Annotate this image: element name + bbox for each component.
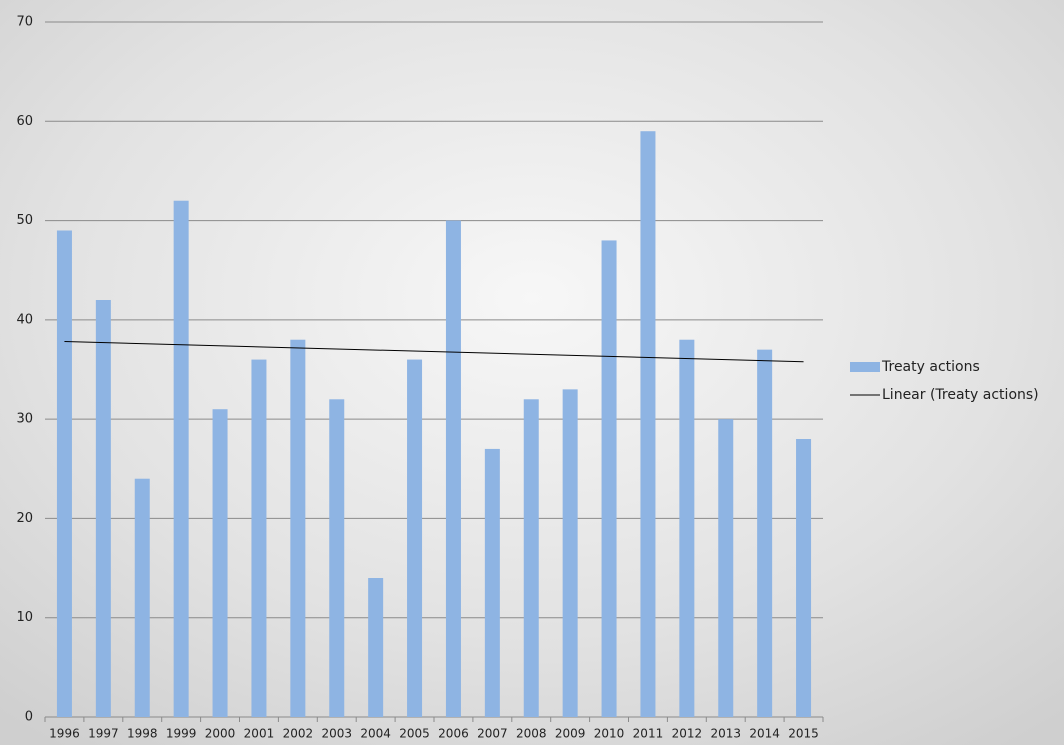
y-tick-label: 0	[25, 710, 33, 725]
bar	[134, 478, 150, 717]
x-tick-label: 2012	[672, 727, 703, 741]
x-tick-label: 2005	[399, 727, 430, 741]
legend-label: Treaty actions	[881, 359, 980, 375]
bar	[523, 399, 539, 717]
x-tick-label: 2015	[788, 727, 819, 741]
x-tick-label: 1997	[88, 727, 119, 741]
bar	[757, 349, 773, 717]
x-tick-label: 2014	[749, 727, 780, 741]
legend-label: Linear (Treaty actions)	[882, 387, 1039, 403]
bar	[445, 220, 461, 718]
legend-swatch	[850, 362, 880, 372]
bar	[368, 578, 384, 717]
x-tick-label: 2010	[594, 727, 625, 741]
x-tick-label: 1999	[166, 727, 197, 741]
bar	[173, 200, 189, 717]
x-tick-label: 2009	[555, 727, 586, 741]
bar	[562, 389, 578, 717]
y-tick-label: 30	[16, 412, 33, 427]
bar	[95, 300, 111, 717]
bar	[640, 131, 656, 717]
x-tick-label: 2001	[244, 727, 275, 741]
x-tick-label: 1998	[127, 727, 158, 741]
y-tick-label: 20	[16, 511, 33, 526]
bar	[407, 359, 423, 717]
y-tick-label: 50	[16, 213, 33, 228]
x-tick-label: 1996	[49, 727, 80, 741]
trend-line	[64, 341, 804, 363]
y-tick-label: 60	[16, 114, 33, 129]
bar	[212, 409, 228, 717]
bar	[718, 419, 734, 717]
x-tick-label: 2006	[438, 727, 469, 741]
x-tick-label: 2000	[205, 727, 236, 741]
x-tick-label: 2011	[633, 727, 664, 741]
x-tick-label: 2007	[477, 727, 508, 741]
x-tick-label: 2013	[710, 727, 741, 741]
x-tick-label: 2002	[283, 727, 314, 741]
bar	[484, 448, 500, 717]
x-tick-label: 2008	[516, 727, 547, 741]
y-tick-label: 70	[16, 15, 33, 30]
bar	[56, 230, 72, 717]
x-tick-label: 2003	[321, 727, 352, 741]
bar	[679, 339, 695, 717]
bar	[796, 439, 812, 717]
y-tick-label: 40	[16, 312, 33, 327]
bar	[251, 359, 267, 717]
y-tick-label: 10	[16, 610, 33, 625]
x-tick-label: 2004	[360, 727, 391, 741]
bar	[329, 399, 345, 717]
bar	[290, 339, 306, 717]
bar	[601, 240, 617, 717]
